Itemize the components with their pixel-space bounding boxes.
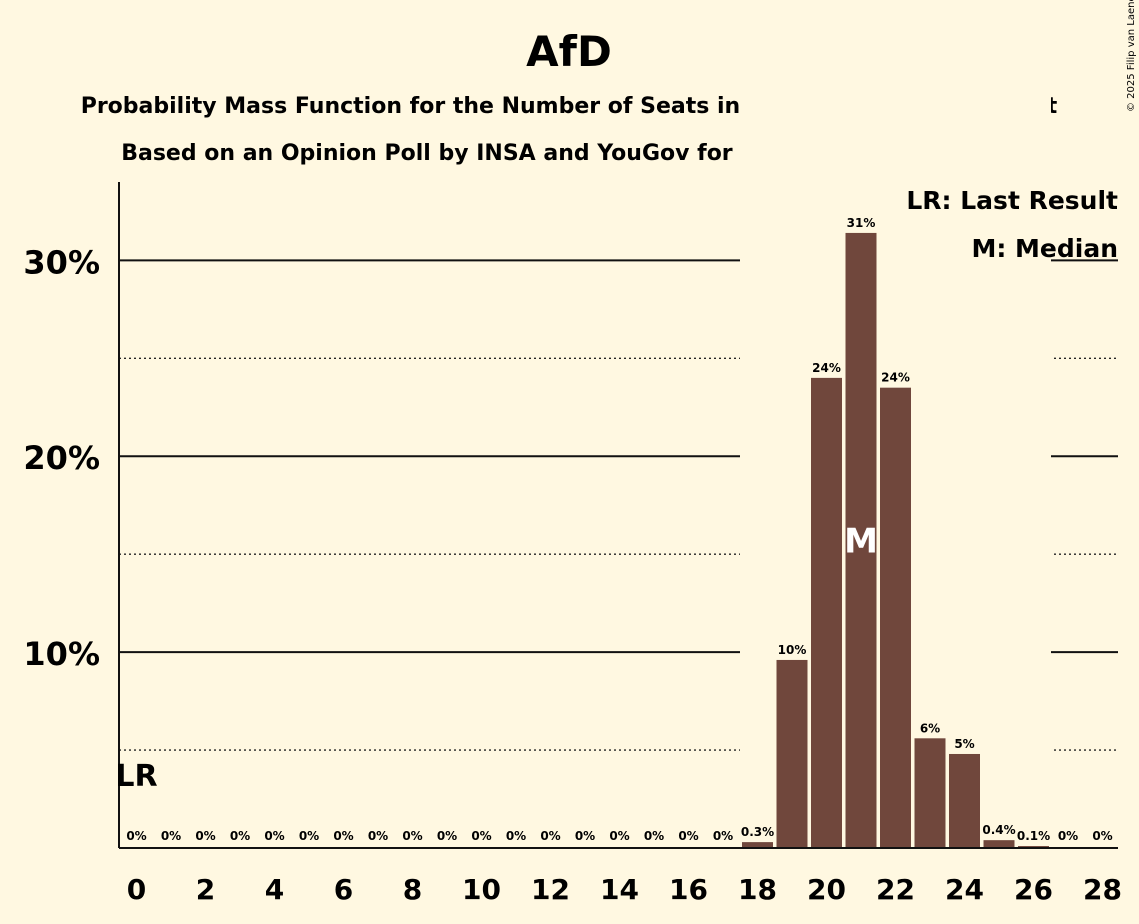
- bar: [880, 387, 911, 848]
- x-tick-label: 6: [334, 873, 353, 906]
- bar-halo: [912, 0, 948, 848]
- legend-last-result: LR: Last Result: [906, 186, 1118, 215]
- bar: [811, 377, 842, 848]
- data-label: 0%: [1058, 829, 1078, 843]
- bar: [914, 738, 946, 848]
- data-label: 0.1%: [1017, 829, 1050, 843]
- bar: [742, 842, 773, 848]
- bar-halo: [740, 0, 775, 848]
- x-tick-label: 14: [600, 873, 639, 906]
- x-tick-label: 10: [462, 873, 501, 906]
- median-marker: M: [844, 521, 878, 561]
- data-label: 24%: [881, 371, 910, 385]
- x-tick-label: 26: [1014, 873, 1053, 906]
- x-tick-label: 12: [531, 873, 570, 906]
- data-label: 0%: [368, 829, 388, 843]
- data-label: 0%: [333, 829, 353, 843]
- data-label: 6%: [920, 721, 940, 735]
- data-label: 0%: [402, 829, 422, 843]
- data-label: 0%: [609, 829, 629, 843]
- x-tick-label: 8: [403, 873, 422, 906]
- data-label: 0%: [264, 829, 284, 843]
- data-label: 31%: [847, 216, 876, 230]
- data-label: 5%: [954, 737, 974, 751]
- data-label: 0%: [126, 829, 146, 843]
- data-label: 0.3%: [741, 825, 774, 839]
- y-tick-label: 20%: [23, 439, 100, 477]
- data-label: 0%: [437, 829, 457, 843]
- data-label: 0%: [540, 829, 560, 843]
- y-tick-label: 30%: [23, 243, 100, 281]
- last-result-marker: LR: [115, 759, 157, 794]
- bar: [949, 753, 980, 848]
- data-label: 24%: [812, 361, 841, 375]
- legend-median: M: Median: [971, 234, 1118, 263]
- bar-halo: [981, 0, 1017, 848]
- bar-halo: [1016, 0, 1051, 848]
- data-label: 0%: [299, 829, 319, 843]
- data-label: 0%: [644, 829, 664, 843]
- chart-title: AfD: [526, 27, 612, 76]
- data-label: 0%: [713, 829, 733, 843]
- copyright-note: © 2025 Filip van Laenen: [1126, 0, 1137, 112]
- data-labels: 0% 0% 0% 0% 0% 0% 0% 0% 0% 0% 0% 0% 0% 0% 0% 0% 0% 0% 0.3%…: [115, 214, 1112, 844]
- data-label: 0%: [471, 829, 491, 843]
- x-tick-label: 16: [669, 873, 708, 906]
- bar: [983, 840, 1015, 848]
- x-tick-label: 24: [945, 873, 984, 906]
- x-tick-label: 28: [1083, 873, 1122, 906]
- axes: [118, 182, 1118, 849]
- data-label: 0%: [575, 829, 595, 843]
- x-tick-label: 0: [127, 873, 146, 906]
- data-label: 0%: [1092, 829, 1112, 843]
- data-label: 10%: [778, 643, 807, 657]
- data-label: 0%: [161, 829, 181, 843]
- x-tick-label: 20: [807, 873, 846, 906]
- data-label: 0%: [678, 829, 698, 843]
- data-label: 0%: [230, 829, 250, 843]
- bar: [845, 232, 877, 848]
- data-label: 0%: [506, 829, 526, 843]
- data-label: 0%: [195, 829, 215, 843]
- bar-halo: [947, 0, 982, 848]
- bar: [776, 659, 808, 848]
- x-tick-label: 18: [738, 873, 777, 906]
- y-tick-label: 10%: [23, 635, 100, 673]
- x-tick-label: 22: [876, 873, 915, 906]
- x-tick-label: 2: [196, 873, 215, 906]
- bars: [740, 0, 1051, 848]
- x-tick-label: 4: [265, 873, 284, 906]
- data-label: 0.4%: [982, 823, 1015, 837]
